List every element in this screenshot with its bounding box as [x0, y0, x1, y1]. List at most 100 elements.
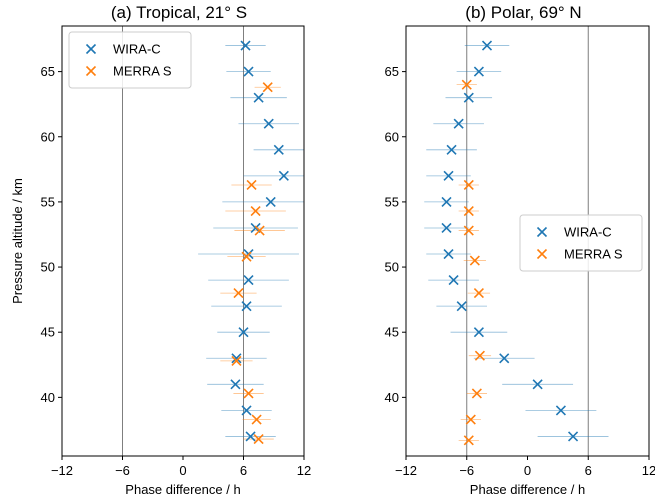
panel-a-series-0-point-8-stroke-2: [250, 222, 261, 234]
panel-a-series-1-point-1: [251, 414, 262, 425]
panel-a-series-0-point-5-stroke-2: [241, 301, 252, 312]
panel-a-series-0-point-9-stroke-2: [265, 196, 276, 207]
panel-b-y-tick-label-1: 45: [385, 325, 399, 340]
panel-b-series-1-point-3-stroke-2: [474, 350, 485, 361]
panel-a-series-0-point-1-stroke-2: [241, 405, 252, 416]
panel-a-series-0-point-6: [243, 275, 254, 286]
panel-b-series-0-point-6-stroke-2: [448, 275, 459, 286]
panel-b-series-1-point-6: [463, 225, 474, 236]
panel-b-series-0-point-4: [473, 327, 484, 338]
panel-b-series-1-point-5: [469, 255, 480, 266]
panel-b-series-0-point-9: [441, 196, 452, 207]
panel-b-series-0-point-8-stroke-2: [441, 222, 452, 234]
panel-a-series-1-point-4: [233, 288, 244, 299]
panel-a-title: (a) Tropical, 21° S: [111, 3, 247, 22]
panel-b-series-0-point-7: [443, 248, 454, 260]
panel-a-series-0-point-10-stroke-2: [278, 170, 289, 181]
panel-a-series-0-point-12: [263, 118, 274, 129]
panel-b-series-1-point-0: [463, 435, 474, 446]
panel-a-x-tick-label-3: 6: [240, 463, 247, 478]
panel-a-legend-marker-0-stroke-2: [85, 43, 97, 55]
panel-a-legend-marker-0: [85, 43, 97, 55]
panel-a-series-1-point-6-stroke-2: [254, 225, 265, 236]
panel-b-series-0-point-13: [463, 92, 474, 103]
panel-b-legend-marker-1: [536, 248, 548, 260]
panel-b-series-1-point-2: [471, 388, 482, 399]
panel-a-series-0-point-9: [265, 196, 276, 207]
panel-b-x-tick-label-0: −12: [395, 463, 417, 478]
panel-b-series-0-point-15: [481, 40, 493, 51]
panel-b-legend-marker-0: [536, 226, 548, 238]
panel-b-legend-marker-1-stroke-2: [536, 248, 548, 260]
panel-a-series-0-point-10: [278, 170, 289, 181]
panel-a-y-tick-label-4: 60: [41, 129, 55, 144]
panel-a-legend-box: [68, 31, 192, 89]
panel-a-series-1-point-5-stroke-2: [241, 251, 252, 262]
panel-b-series-0-point-3: [499, 353, 510, 364]
panel-b-title: (b) Polar, 69° N: [465, 3, 581, 22]
panel-b-series-0-point-8: [441, 222, 452, 234]
panel-b-series-0-point-14: [473, 66, 484, 77]
panel-b-x-tick-label-4: 12: [642, 463, 655, 478]
panel-a-series-0-point-12-stroke-2: [263, 118, 274, 129]
panel-a-series-1-point-3: [231, 355, 242, 366]
panel-a-series-0-point-2-stroke-2: [230, 379, 241, 390]
panel-b-series-0-point-11: [446, 144, 457, 155]
panel-b-x-tick-label-2: 0: [524, 463, 531, 478]
panel-a-series-1-point-3-stroke-2: [231, 355, 242, 366]
panel-b-series-1-point-3: [474, 350, 485, 361]
panel-a-series-0-point-3: [231, 353, 242, 364]
panel-a-series-0-point-14: [243, 66, 254, 77]
panel-a-series-1-point-0-stroke-2: [253, 433, 264, 445]
panel-a-tropical: −12 −6 0 6 12 40 45 50 55 60 65 (a) Tropical, 21° S…: [10, 3, 311, 497]
panel-b-y-tick-label-4: 60: [385, 129, 399, 144]
panel-b-y-tick-label-2: 50: [385, 260, 399, 275]
panel-b-series-1-point-9: [461, 79, 472, 90]
panel-b-series-0-point-5: [456, 301, 467, 312]
panel-a-series-1-point-1-stroke-2: [251, 414, 262, 425]
panel-a-y-axis-label: Pressure altitude / km: [10, 178, 25, 304]
panel-a-series-1-point-2: [243, 388, 254, 399]
panel-b-series-0-point-14-stroke-2: [473, 66, 484, 77]
panel-b-series-0-point-2: [532, 379, 543, 390]
panel-a-series-0-point-0-stroke-2: [245, 431, 256, 442]
panel-a-series-0-point-14-stroke-2: [243, 66, 254, 77]
panel-b-series-1-point-7: [463, 205, 474, 217]
panel-a-series-0-point-11-stroke-2: [273, 144, 284, 155]
panel-b-plot-area: [424, 26, 609, 456]
panel-b-series-0-point-3-stroke-2: [499, 353, 510, 364]
panel-b-y-tick-label-5: 65: [385, 64, 399, 79]
panel-b-series-0-point-1: [555, 405, 566, 416]
panel-b-series-0-point-4-stroke-2: [473, 327, 484, 338]
panel-b-series-0-point-6: [448, 275, 459, 286]
panel-a-legend-marker-1: [85, 65, 97, 77]
panel-b-legend: WIRA-C MERRA S: [519, 214, 643, 272]
panel-a-plot-area: [122, 26, 304, 456]
panel-b-series-1-point-2-stroke-2: [471, 388, 482, 399]
panel-a-series-0-point-3-stroke-2: [231, 353, 242, 364]
panel-a-series-1-point-8-stroke-2: [246, 179, 257, 191]
panel-b-series-1-point-1: [465, 414, 476, 425]
panel-b-series-0-point-10: [443, 170, 454, 181]
panel-a-series-1-point-9-stroke-2: [262, 82, 273, 93]
panel-b-series-1-point-7-stroke-2: [463, 205, 474, 217]
panel-a-series-0-point-13: [253, 92, 264, 103]
panel-b-legend-label-1: MERRA S: [564, 247, 623, 262]
panel-b-series-0-point-13-stroke-2: [463, 92, 474, 103]
panel-a-series-1-point-5: [241, 251, 252, 262]
panel-b-series-1-point-9-stroke-2: [461, 79, 472, 90]
panel-a-x-axis-label: Phase difference / h: [125, 482, 240, 497]
panel-a-series-1-point-0: [253, 433, 264, 445]
panel-b-series-1-point-4-stroke-2: [473, 288, 484, 299]
panel-a-legend: WIRA-C MERRA S: [68, 31, 192, 89]
panel-a-series-1-point-7: [250, 205, 261, 217]
panel-b-series-0-point-0-stroke-2: [567, 431, 579, 442]
panel-b-x-tick-label-3: 6: [585, 463, 592, 478]
panel-b-polar: −12 −6 0 6 12 40 45 50 55 60 65 (b) Polar, 69° N Pha…: [385, 3, 655, 497]
panel-b-series-1-point-8: [463, 179, 474, 191]
panel-a-series-0-point-15: [240, 40, 251, 51]
panel-a-series-1-point-9: [262, 82, 273, 93]
panel-a-legend-marker-1-stroke-2: [85, 65, 97, 77]
panel-a-series-1-point-7-stroke-2: [250, 205, 261, 217]
